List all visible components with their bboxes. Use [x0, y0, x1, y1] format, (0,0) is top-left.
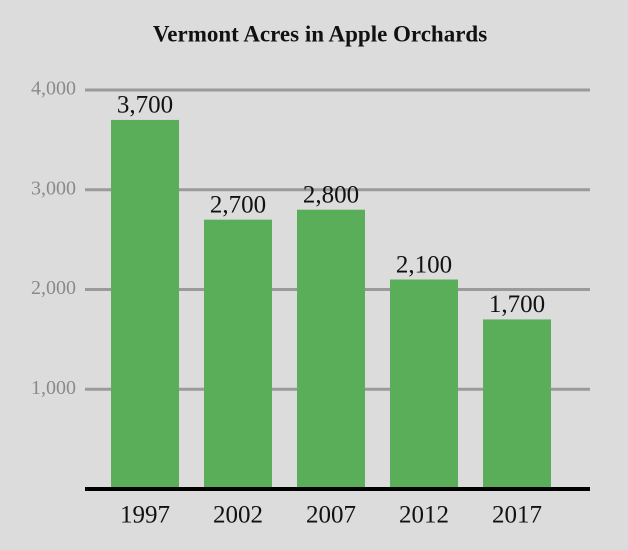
value-label: 2,700: [210, 191, 266, 218]
x-tick-label: 2007: [306, 502, 356, 529]
bar: [204, 219, 272, 490]
y-tick-label: 1,000: [31, 377, 76, 399]
y-tick-label: 3,000: [31, 177, 76, 199]
x-tick-label: 1997: [120, 502, 170, 529]
value-label: 1,700: [489, 291, 545, 318]
x-tick-label: 2002: [213, 502, 263, 529]
chart-title: Vermont Acres in Apple Orchards: [153, 21, 487, 46]
bar: [297, 209, 365, 489]
value-label: 2,800: [303, 181, 359, 208]
value-label: 3,700: [117, 92, 173, 119]
y-tick-label: 2,000: [31, 277, 76, 299]
x-tick-label: 2017: [492, 502, 542, 529]
x-tick-label: 2012: [399, 502, 449, 529]
bar: [483, 319, 551, 489]
bar: [111, 119, 179, 490]
y-tick-label: 4,000: [31, 78, 76, 100]
bar: [390, 279, 458, 489]
value-label: 2,100: [396, 251, 452, 278]
